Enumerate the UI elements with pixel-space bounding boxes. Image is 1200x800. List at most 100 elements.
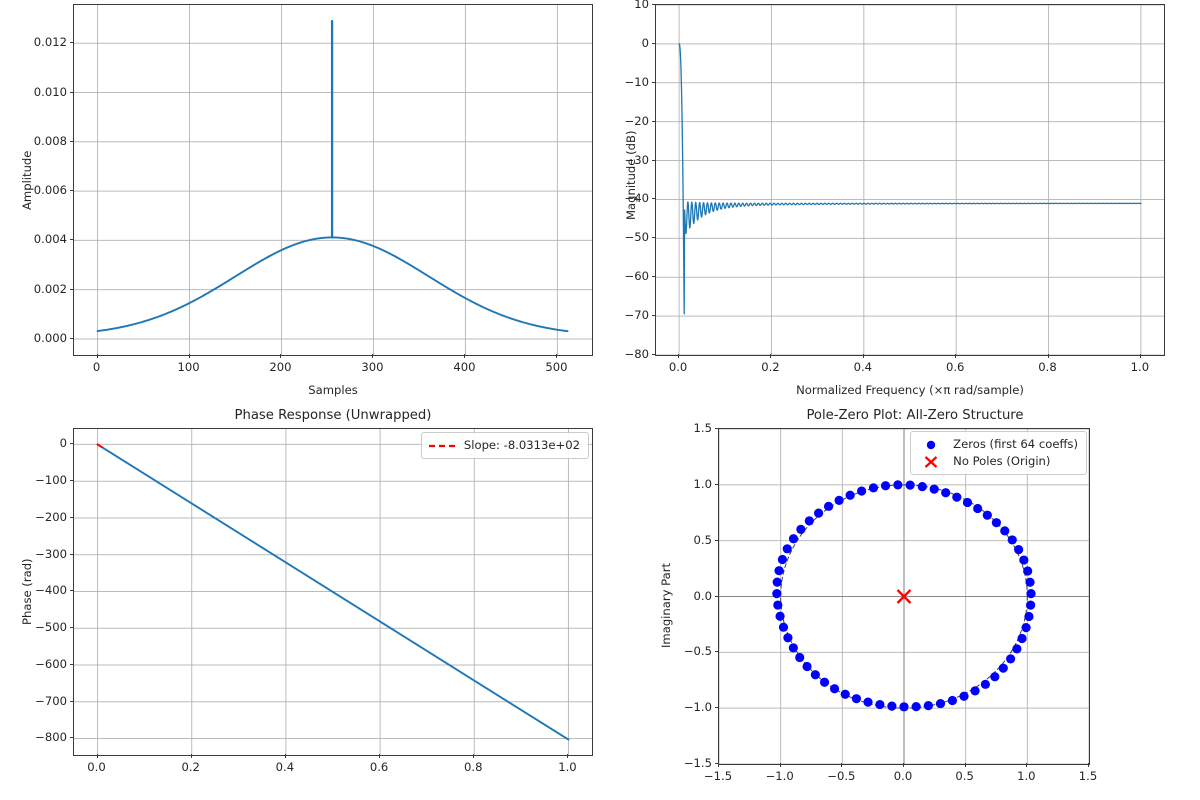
y-tick-label: −20: [624, 113, 649, 128]
x-tickmark: [96, 754, 98, 758]
x-tickmark: [567, 754, 569, 758]
x-tick-label: 1.5: [1078, 769, 1098, 783]
x-tick-label: −1.5: [703, 769, 733, 783]
y-tickmark: [714, 428, 718, 429]
y-tickmark: [651, 42, 655, 44]
x-tick-label: −0.5: [827, 769, 856, 783]
y-tick-label: −400: [35, 583, 67, 598]
y-tickmark: [714, 707, 718, 709]
y-tick-label: −0.5: [683, 644, 712, 659]
x-tick-label: 400: [453, 360, 476, 374]
x-tick-label: 0.5: [955, 769, 974, 783]
pole-zero-ylabel: Imaginary Part: [659, 562, 673, 648]
y-tick-label: −30: [624, 152, 649, 167]
impulse-ylabel: Amplitude: [20, 150, 34, 210]
x-tick-label: 0.2: [761, 360, 780, 374]
y-tickmark: [651, 354, 655, 355]
y-tickmark: [69, 590, 73, 592]
red-x-icon: [917, 455, 945, 469]
legend-item-zeros: Zeros (first 64 coeffs): [917, 436, 1078, 453]
x-tick-label: 1.0: [1017, 769, 1036, 783]
y-tickmark: [651, 276, 655, 278]
y-tickmark: [69, 443, 73, 445]
y-tickmark: [651, 237, 655, 239]
y-tickmark: [69, 239, 73, 241]
y-tickmark: [69, 190, 73, 192]
x-tick-label: 0.6: [369, 760, 389, 774]
y-tick-label: 0.004: [33, 232, 67, 247]
x-tickmark: [188, 354, 190, 358]
y-tick-label: −1.5: [683, 756, 712, 770]
y-tickmark: [69, 42, 73, 44]
magnitude-axes: [655, 4, 1165, 356]
y-tickmark: [69, 627, 73, 629]
y-tickmark: [69, 700, 73, 702]
y-tick-label: −50: [624, 230, 649, 245]
x-tick-label: 1.0: [1130, 360, 1150, 374]
x-tick-label: 0.0: [893, 769, 913, 783]
x-tick-label: −1.0: [765, 769, 794, 783]
x-tickmark: [779, 763, 781, 767]
y-tickmark: [651, 120, 655, 122]
y-tick-label: −10: [624, 74, 649, 89]
x-tickmark: [379, 754, 381, 758]
x-tick-label: 0.6: [945, 360, 965, 374]
y-tickmark: [714, 539, 718, 541]
panel-pole-zero: Pole-Zero Plot: All-Zero Structure Imagi…: [600, 400, 1200, 800]
x-tickmark: [464, 354, 466, 358]
x-tick-label: 100: [177, 360, 200, 374]
pole-zero-title: Pole-Zero Plot: All-Zero Structure: [806, 408, 1024, 423]
y-tickmark: [651, 4, 655, 5]
y-tick-label: −800: [35, 730, 67, 745]
y-tickmark: [714, 763, 718, 764]
x-tickmark: [473, 754, 475, 758]
y-tickmark: [651, 81, 655, 83]
y-tick-label: 0.5: [693, 532, 712, 547]
y-tick-label: −1.0: [683, 700, 712, 715]
panel-magnitude-response: Magnitude (dB) Normalized Frequency (×π …: [600, 0, 1200, 400]
x-tick-label: 0.8: [464, 760, 483, 774]
x-tickmark: [955, 354, 957, 358]
x-tickmark: [770, 354, 772, 358]
x-tickmark: [556, 354, 558, 358]
x-tick-label: 200: [269, 360, 292, 374]
x-tick-label: 0.2: [181, 760, 200, 774]
x-tickmark: [964, 763, 966, 767]
phase-title: Phase Response (Unwrapped): [234, 408, 432, 423]
legend-item-slope: Slope: -8.0313e+02: [428, 437, 580, 454]
x-tickmark: [1088, 763, 1089, 767]
y-tick-label: 0.000: [33, 330, 67, 345]
x-tick-label: 0.0: [668, 360, 688, 374]
y-tick-label: −80: [624, 347, 649, 361]
legend-label-poles: No Poles (Origin): [953, 453, 1051, 468]
y-tick-label: 0.002: [33, 281, 67, 296]
panel-phase-response: Phase Response (Unwrapped) Phase (rad) S…: [0, 400, 600, 800]
x-tickmark: [903, 763, 904, 767]
y-tick-label: 0.0: [693, 588, 712, 603]
y-tick-label: −40: [624, 191, 649, 206]
x-tick-label: 0.8: [1038, 360, 1057, 374]
y-tick-label: 10: [634, 0, 649, 11]
y-tickmark: [69, 737, 73, 739]
panel-impulse-response: Amplitude Samples 0 100 200 300 400 500 0.000 0…: [0, 0, 600, 400]
phase-legend: Slope: -8.0313e+02: [420, 432, 589, 459]
y-tick-label: −500: [35, 620, 67, 635]
magnitude-ylabel: Magnitude (dB): [624, 130, 638, 220]
x-tickmark: [678, 354, 680, 358]
phase-axes: Slope: -8.0313e+02: [73, 428, 593, 756]
x-tick-label: 300: [361, 360, 384, 374]
y-tickmark: [69, 337, 73, 339]
y-tickmark: [69, 516, 73, 518]
y-tick-label: −70: [624, 308, 649, 323]
y-tickmark: [651, 159, 655, 161]
y-tickmark: [69, 480, 73, 482]
x-tick-label: 0.0: [87, 760, 106, 774]
y-tick-label: −60: [624, 269, 649, 284]
x-tickmark: [284, 754, 286, 758]
y-tick-label: −700: [35, 693, 67, 708]
x-tickmark: [190, 754, 192, 758]
x-tick-label: 500: [545, 360, 568, 374]
impulse-xlabel: Samples: [308, 383, 358, 397]
y-tickmark: [651, 198, 655, 200]
